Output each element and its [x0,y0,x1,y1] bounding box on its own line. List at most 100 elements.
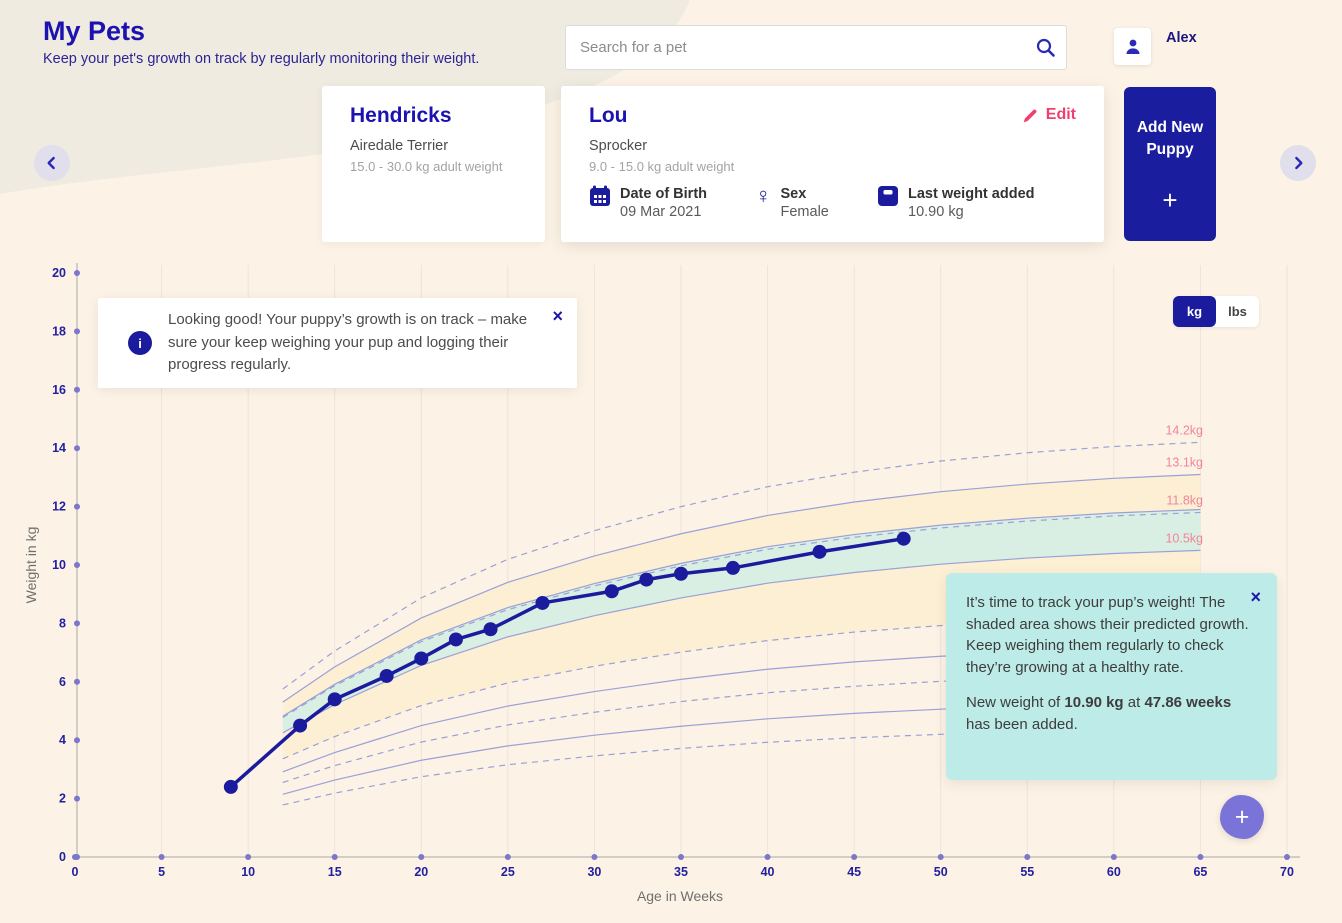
detail-label: Last weight added [908,186,1035,202]
toast-text: Looking good! Your puppy’s growth is on … [168,311,528,374]
weight-point[interactable] [604,584,619,599]
axis-tick-dot [72,854,78,860]
weight-point[interactable] [535,595,550,610]
weight-point[interactable] [379,668,394,683]
scale-icon [878,186,898,206]
detail-value: 10.90 kg [908,204,964,220]
detail-label: Date of Birth [620,186,707,202]
axis-tick-dot [1024,854,1031,860]
x-tick-label: 0 [72,865,79,879]
tooltip-text: It’s time to track your pup’s weight! Th… [966,594,1249,676]
y-tick-label: 6 [59,675,66,689]
user-avatar[interactable] [1114,28,1151,65]
axis-tick-dot [591,854,598,860]
x-tick-label: 30 [587,865,601,879]
carousel-prev-button[interactable] [34,145,70,181]
y-tick-label: 2 [59,792,66,806]
add-new-puppy-button[interactable]: Add New Puppy + [1124,87,1216,241]
axis-tick-dot [245,854,252,860]
weight-point[interactable] [293,718,308,733]
y-tick-label: 4 [59,733,66,747]
detail-date-of-birth: Date of Birth 09 Mar 2021 [589,185,707,221]
axis-tick-dot [1110,854,1117,860]
predicted-growth-band [282,509,1201,733]
percentile-curve [282,511,1201,718]
female-icon: ♀ [755,183,772,208]
edit-pencil-icon [1023,109,1037,122]
axis-tick-dot [331,854,338,860]
detail-value: Female [780,204,829,220]
unit-lbs-button[interactable]: lbs [1228,304,1247,319]
weight-point[interactable] [327,692,342,707]
axis-tick-dot [74,562,80,568]
pet-card-hendricks[interactable]: Hendricks Airedale Terrier 15.0 - 30.0 k… [322,86,545,242]
x-tick-label: 15 [328,865,342,879]
axis-tick-dot [1284,854,1291,860]
tooltip-close-icon[interactable]: × [1250,587,1261,607]
pet-adult-weight: 15.0 - 30.0 kg adult weight [350,159,503,174]
x-tick-label: 40 [761,865,775,879]
edit-label: Edit [1045,106,1076,123]
weight-point[interactable] [414,651,429,666]
page-subtitle: Keep your pet's growth on track by regul… [43,51,480,67]
calendar-icon [590,185,610,206]
axis-tick-dot [158,854,165,860]
y-tick-label: 10 [52,558,66,572]
x-tick-label: 10 [241,865,255,879]
x-tick-label: 45 [847,865,861,879]
detail-label: Sex [780,186,807,202]
percentile-label: 13.1kg [1165,455,1203,469]
carousel-next-button[interactable] [1280,145,1316,181]
info-icon: i [128,331,152,355]
percentile-label: 11.8kg [1166,493,1203,507]
chevron-left-icon [47,156,55,170]
weight-point[interactable] [896,531,911,546]
percentile-curve [282,614,1201,760]
add-weight-fab[interactable]: + [1220,795,1264,839]
percentile-curve [282,549,1201,734]
axis-tick-dot [851,854,858,860]
unit-kg-button[interactable]: kg [1173,296,1216,327]
axis-tick-dot [74,270,80,276]
unit-toggle: kg lbs [1173,296,1259,327]
weight-point[interactable] [812,544,827,559]
axis-tick-dot [764,854,771,860]
edit-pet-button[interactable]: Edit [1022,106,1076,124]
weight-point[interactable] [448,632,463,647]
weight-point[interactable] [639,572,654,587]
x-tick-label: 25 [501,865,515,879]
tooltip-new-weight-text: New weight of 10.90 kg at 47.86 weeks ha… [966,694,1232,733]
weight-point[interactable] [483,622,498,637]
weight-point[interactable] [223,779,238,794]
chevron-right-icon [1295,156,1303,170]
y-tick-label: 12 [52,500,66,514]
search-input[interactable] [566,39,1032,56]
y-tick-label: 20 [52,266,66,280]
add-new-puppy-label: Add New Puppy [1136,119,1204,158]
axis-tick-dot [74,620,80,627]
pet-card-lou: Lou Edit Sprocker 9.0 - 15.0 kg adult we… [561,86,1104,242]
y-tick-label: 0 [59,850,66,864]
weight-point[interactable] [674,566,689,581]
x-tick-label: 50 [934,865,948,879]
percentile-curve [282,508,1201,717]
axis-tick-dot [504,854,511,860]
y-tick-label: 8 [59,616,66,630]
axis-tick-dot [937,854,944,860]
search-icon[interactable] [1032,36,1066,60]
weight-added-tooltip: × It’s time to track your pup’s weight! … [946,573,1277,780]
percentile-label: 10.5kg [1165,531,1203,545]
axis-tick-dot [1197,854,1204,860]
axis-tick-dot [74,328,80,335]
y-tick-label: 18 [52,324,66,338]
x-tick-label: 60 [1107,865,1121,879]
toast-close-icon[interactable]: × [552,306,563,326]
pet-breed: Airedale Terrier [350,138,449,154]
pet-breed: Sprocker [589,138,648,154]
y-tick-label: 14 [52,441,66,455]
weight-point[interactable] [725,560,740,575]
detail-value: 09 Mar 2021 [620,204,702,220]
axis-tick-dot [74,445,80,452]
axis-tick-dot [418,854,425,860]
